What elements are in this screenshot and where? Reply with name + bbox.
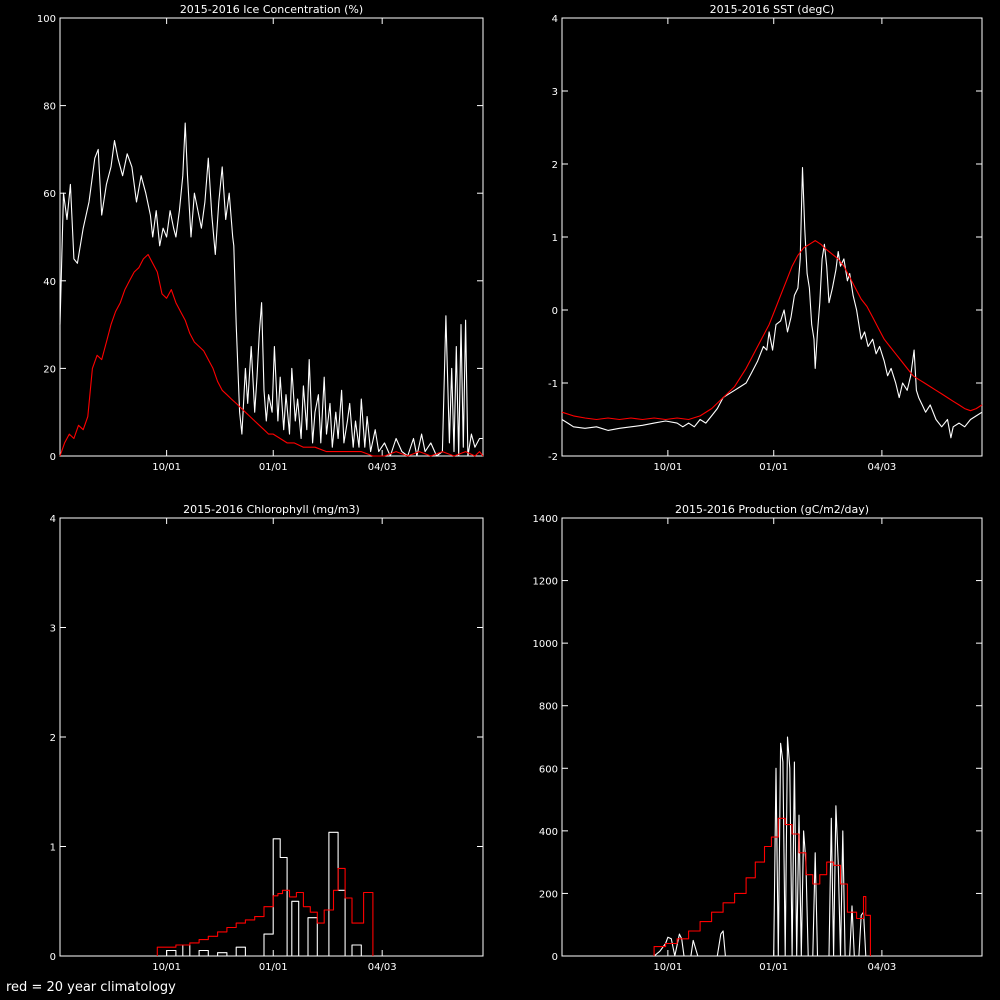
plot-frame: [59, 517, 484, 957]
y-tick-label: 60: [43, 189, 56, 200]
y-tick-label: 600: [539, 764, 558, 775]
panel-ice-concentration: 2015-2016 Ice Concentration (%) 0 20 40 60 80…: [37, 3, 484, 473]
panel-sst: 2015-2016 SST (degC) -2 -1 0 1 2 3 4 10/01 01/01 0…: [548, 3, 983, 473]
climatology-series-line: [561, 240, 983, 421]
plot-frame: [561, 17, 983, 457]
y-tick-label: 0: [552, 306, 558, 317]
panel-production: 2015-2016 Production (gC/m2/day) 0 200 400 6…: [533, 503, 983, 973]
y-tick-label: 20: [43, 364, 56, 375]
y-tick-label: 100: [37, 14, 56, 25]
x-tick-label: 04/03: [867, 462, 896, 473]
y-tick-label: 0: [552, 952, 558, 963]
climatology-series-line: [59, 253, 484, 457]
y-tick-label: -1: [548, 379, 558, 390]
y-tick-label: 1400: [533, 514, 558, 525]
x-tick-label: 04/03: [368, 962, 397, 973]
y-tick-label: 3: [50, 624, 56, 635]
x-tick-label: 10/01: [653, 962, 682, 973]
chart-title: 2015-2016 Production (gC/m2/day): [675, 503, 869, 516]
climatology-series-line: [653, 817, 871, 956]
y-tick-label: 40: [43, 277, 56, 288]
y-tick-label: 1200: [533, 577, 558, 588]
x-tick-label: 04/03: [867, 962, 896, 973]
chart-title: 2015-2016 SST (degC): [710, 3, 835, 16]
x-tick-label: 10/01: [653, 462, 682, 473]
x-tick-label: 10/01: [152, 462, 181, 473]
climatology-footnote: red = 20 year climatology: [6, 980, 176, 995]
y-tick-label: 3: [552, 87, 558, 98]
x-tick-label: 01/01: [759, 962, 788, 973]
chart-title: 2015-2016 Ice Concentration (%): [180, 3, 363, 16]
chart-title: 2015-2016 Chlorophyll (mg/m3): [183, 503, 360, 516]
y-tick-label: 800: [539, 702, 558, 713]
observed-series-line: [59, 122, 483, 457]
y-tick-label: 1: [552, 233, 558, 244]
x-tick-label: 01/01: [759, 462, 788, 473]
y-tick-label: 400: [539, 827, 558, 838]
y-tick-label: 2: [50, 733, 56, 744]
plot-frame: [59, 17, 484, 457]
x-tick-label: 01/01: [259, 962, 288, 973]
y-tick-label: 4: [552, 14, 558, 25]
climatology-series-line: [156, 867, 374, 956]
x-tick-label: 01/01: [259, 462, 288, 473]
y-tick-label: 1000: [533, 639, 558, 650]
y-tick-label: 4: [50, 514, 56, 525]
y-tick-label: 200: [539, 889, 558, 900]
observed-series-line: [653, 736, 873, 957]
y-tick-label: -2: [548, 452, 558, 463]
x-tick-label: 04/03: [368, 462, 397, 473]
y-tick-label: 0: [50, 952, 56, 963]
y-tick-label: 1: [50, 843, 56, 854]
x-tick-label: 10/01: [152, 962, 181, 973]
observed-series-line: [157, 831, 380, 957]
observed-series-line: [561, 167, 983, 439]
panel-chlorophyll: 2015-2016 Chlorophyll (mg/m3) 0 1 2 3 4 10/01 0…: [50, 503, 484, 973]
y-tick-label: 2: [552, 160, 558, 171]
y-tick-label: 80: [43, 102, 56, 113]
y-tick-label: 0: [50, 452, 56, 463]
plot-frame: [561, 517, 983, 957]
